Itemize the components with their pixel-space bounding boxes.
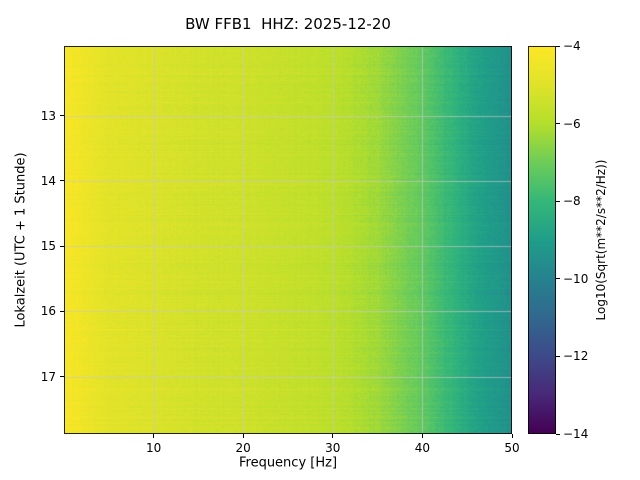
- colorbar-tick-label: −6: [563, 116, 581, 131]
- colorbar-label: Log10(Sqrt(m**2/s**2/Hz)): [594, 159, 608, 321]
- x-tick-label: 10: [145, 441, 162, 455]
- y-tick: [60, 180, 64, 182]
- colorbar-tick-label: −12: [563, 349, 589, 364]
- colorbar-tick: [556, 45, 560, 47]
- y-tick: [60, 376, 64, 378]
- colorbar-tick: [556, 433, 560, 435]
- colorbar: [528, 46, 556, 434]
- x-tick-label: 20: [235, 441, 251, 455]
- y-tick-label: 13: [40, 108, 56, 123]
- y-tick-label: 17: [40, 369, 56, 384]
- colorbar-tick: [556, 123, 560, 125]
- x-tick-label: 30: [325, 441, 341, 455]
- y-tick: [60, 245, 64, 247]
- colorbar-tick-label: −10: [563, 271, 589, 286]
- x-tick: [421, 434, 423, 438]
- colorbar-tick-label: −14: [563, 427, 589, 441]
- colorbar-tick: [556, 355, 560, 357]
- y-axis-label: Lokalzeit (UTC + 1 Stunde): [13, 152, 29, 328]
- chart-title: BW FFB1 HHZ: 2025-12-20: [185, 15, 391, 33]
- x-tick: [242, 434, 244, 438]
- colorbar-tick: [556, 278, 560, 280]
- y-tick: [60, 310, 64, 312]
- spectrogram-heatmap: [64, 46, 512, 434]
- y-tick-label: 15: [40, 239, 56, 254]
- y-tick: [60, 115, 64, 117]
- x-tick-label: 50: [504, 441, 520, 455]
- colorbar-tick: [556, 200, 560, 202]
- y-tick-label: 14: [40, 173, 56, 188]
- colorbar-tick-label: −8: [563, 194, 581, 209]
- x-tick: [153, 434, 155, 438]
- x-axis-label: Frequency [Hz]: [238, 455, 338, 471]
- x-tick: [511, 434, 513, 438]
- y-tick-label: 16: [40, 304, 56, 319]
- x-tick: [332, 434, 334, 438]
- x-tick-label: 40: [414, 441, 431, 455]
- colorbar-tick-label: −4: [563, 39, 581, 53]
